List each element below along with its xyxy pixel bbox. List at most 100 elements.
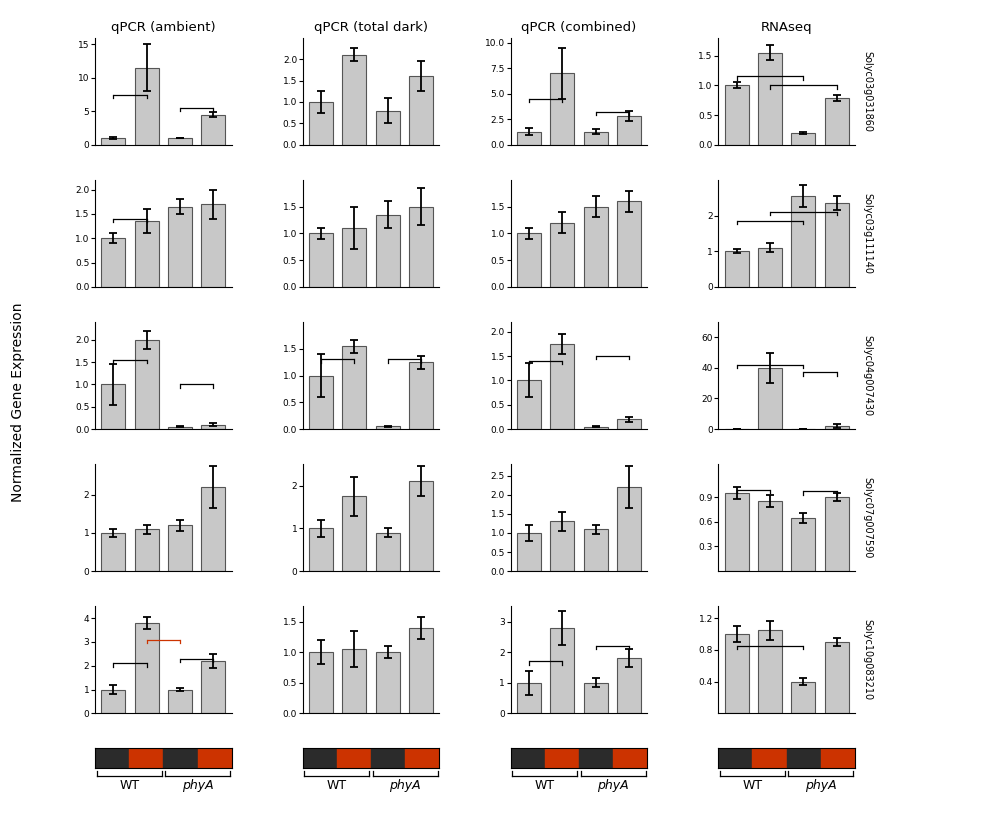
Bar [550, 74, 574, 145]
Bar [617, 117, 641, 145]
Bar [101, 690, 125, 713]
Bar [517, 683, 541, 713]
Bar [337, 748, 371, 768]
Text: WT: WT [119, 779, 139, 792]
Bar [758, 248, 782, 287]
Bar [550, 344, 574, 429]
Bar [101, 533, 125, 571]
Bar [303, 748, 337, 768]
Bar [725, 251, 749, 287]
Bar [405, 748, 439, 768]
Bar [825, 497, 849, 571]
Title: qPCR (combined): qPCR (combined) [521, 21, 637, 34]
Bar [787, 748, 821, 768]
Bar [376, 215, 400, 287]
Text: phyA: phyA [389, 779, 421, 792]
Bar [309, 652, 333, 713]
Bar [613, 748, 647, 768]
Bar [135, 623, 159, 713]
Bar [409, 482, 433, 571]
Bar [376, 426, 400, 429]
Bar [409, 628, 433, 713]
Bar [163, 748, 198, 768]
Bar [201, 661, 225, 713]
Bar [517, 533, 541, 571]
Bar [579, 748, 613, 768]
Bar [825, 642, 849, 713]
Bar [791, 681, 815, 713]
Bar [342, 496, 366, 571]
Bar [309, 102, 333, 145]
Bar [201, 487, 225, 571]
Bar [168, 427, 192, 429]
Bar [376, 652, 400, 713]
Bar [791, 518, 815, 571]
Bar [168, 525, 192, 571]
Text: phyA: phyA [805, 779, 837, 792]
Text: Solyc07g007590: Solyc07g007590 [862, 477, 872, 558]
Bar [371, 748, 405, 768]
Bar [309, 233, 333, 287]
Bar [409, 362, 433, 429]
Text: WT: WT [535, 779, 555, 792]
Text: phyA: phyA [597, 779, 629, 792]
Bar [752, 748, 787, 768]
Text: Solyc10g083210: Solyc10g083210 [862, 619, 872, 701]
Bar [758, 53, 782, 145]
Bar [584, 683, 608, 713]
Bar [718, 748, 752, 768]
Bar [725, 86, 749, 145]
Bar [342, 228, 366, 287]
Bar [309, 376, 333, 429]
Bar [135, 68, 159, 145]
Bar [198, 748, 232, 768]
Text: Solyc03g031860: Solyc03g031860 [862, 51, 872, 132]
Bar [376, 533, 400, 571]
Bar [550, 522, 574, 571]
Text: Solyc04g007430: Solyc04g007430 [862, 335, 872, 416]
Text: Normalized Gene Expression: Normalized Gene Expression [11, 303, 25, 503]
Bar [168, 138, 192, 145]
Bar [517, 233, 541, 287]
Bar [725, 634, 749, 713]
Bar [825, 203, 849, 287]
Bar [550, 628, 574, 713]
Text: WT: WT [742, 779, 763, 792]
Bar [584, 206, 608, 287]
Bar [101, 384, 125, 429]
Bar [342, 347, 366, 429]
Bar [791, 133, 815, 145]
Title: RNAseq: RNAseq [761, 21, 812, 34]
Bar [825, 98, 849, 145]
Title: qPCR (ambient): qPCR (ambient) [111, 21, 216, 34]
Bar [617, 487, 641, 571]
Bar [791, 196, 815, 287]
Bar [342, 55, 366, 145]
Bar [517, 380, 541, 429]
Bar [825, 426, 849, 429]
Bar [617, 659, 641, 713]
Bar [517, 132, 541, 145]
Bar [545, 748, 579, 768]
Bar [584, 132, 608, 145]
Bar [95, 748, 129, 768]
Text: phyA: phyA [182, 779, 213, 792]
Bar [101, 238, 125, 287]
Bar [584, 426, 608, 429]
Bar [201, 204, 225, 287]
Bar [409, 76, 433, 145]
Bar [129, 748, 163, 768]
Bar [409, 206, 433, 287]
Bar [201, 425, 225, 429]
Bar [617, 201, 641, 287]
Bar [511, 748, 545, 768]
Bar [135, 529, 159, 571]
Text: WT: WT [327, 779, 347, 792]
Bar [821, 748, 855, 768]
Bar [135, 340, 159, 429]
Title: qPCR (total dark): qPCR (total dark) [314, 21, 428, 34]
Bar [758, 367, 782, 429]
Bar [725, 493, 749, 571]
Bar [584, 529, 608, 571]
Bar [550, 222, 574, 287]
